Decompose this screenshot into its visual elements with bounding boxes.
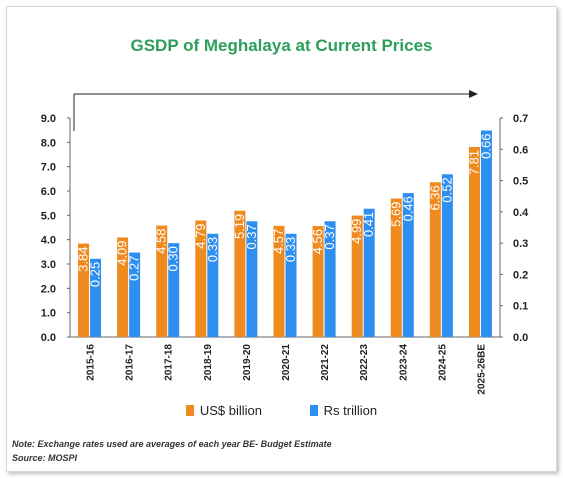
category-label: 2020-21: [281, 344, 292, 381]
left-tick-label: 8.0: [41, 137, 56, 149]
data-label-rs: 0.30: [166, 246, 181, 271]
data-label-usd: 4.58: [154, 229, 169, 254]
chart-legend: US$ billion Rs trillion: [0, 403, 563, 419]
category-label: 2023-24: [398, 344, 409, 381]
data-label-rs: 0.46: [400, 196, 415, 221]
bar-usd-2023-24: [390, 198, 402, 337]
bar-rs-2017-18: [168, 243, 180, 337]
right-tick-label: 0.3: [513, 238, 528, 250]
category-label: 2022-23: [359, 344, 370, 381]
data-label-usd: 7.81: [466, 150, 481, 175]
bar-usd-2025-26BE: [468, 146, 480, 337]
left-tick-label: 5.0: [41, 210, 56, 222]
bar-usd-2018-19: [195, 220, 207, 337]
bar-rs-2022-23: [363, 208, 375, 337]
category-label: 2017-18: [164, 344, 175, 381]
chart-notes: Note: Exchange rates used are averages o…: [12, 437, 332, 465]
bar-rs-2015-16: [90, 258, 102, 337]
bar-usd-2016-17: [117, 237, 129, 337]
data-label-usd: 4.99: [349, 219, 364, 244]
left-tick-label: 0.0: [41, 332, 56, 344]
right-tick-label: 0.1: [513, 301, 528, 313]
left-tick-label: 2.0: [41, 283, 56, 295]
left-tick-label: 9.0: [41, 113, 56, 125]
source-note: Source: MOSPI: [12, 453, 78, 463]
data-label-rs: 0.25: [88, 262, 103, 287]
legend-label-usd: US$ billion: [199, 403, 263, 418]
right-tick-label: 0.2: [513, 269, 528, 281]
left-tick-label: 4.0: [41, 235, 56, 247]
bar-rs-2020-21: [285, 233, 297, 337]
bar-usd-2022-23: [351, 215, 363, 337]
bar-rs-2024-25: [441, 174, 453, 337]
legend-item-rs: Rs trillion: [309, 403, 378, 418]
bar-rs-2025-26BE: [480, 130, 492, 337]
data-label-usd: 5.19: [232, 214, 247, 239]
data-label-rs: 0.52: [439, 177, 454, 202]
right-tick-label: 0.0: [513, 332, 528, 344]
category-label: 2018-19: [203, 344, 214, 381]
category-label: 2024-25: [437, 344, 448, 381]
bar-rs-2018-19: [207, 233, 219, 337]
data-label-rs: 0.27: [127, 256, 142, 281]
bar-usd-2021-22: [312, 226, 324, 337]
bar-rs-2023-24: [402, 193, 414, 337]
right-tick-label: 0.4: [513, 207, 529, 219]
data-label-usd: 4.09: [115, 240, 130, 265]
bar-usd-2015-16: [78, 243, 90, 337]
data-label-usd: 3.84: [76, 247, 91, 272]
bar-usd-2017-18: [156, 225, 168, 337]
data-label-rs: 0.33: [205, 237, 220, 262]
category-label: 2015-16: [86, 344, 97, 381]
bar-rs-2021-22: [324, 221, 336, 337]
right-tick-label: 0.7: [513, 113, 528, 125]
bar-rs-2016-17: [129, 252, 141, 337]
bar-rs-2019-20: [246, 221, 258, 337]
legend-item-usd: US$ billion: [185, 403, 263, 418]
data-label-rs: 0.37: [244, 224, 259, 249]
legend-swatch-rs: [309, 405, 318, 416]
left-tick-label: 7.0: [41, 162, 56, 174]
data-label-usd: 4.79: [193, 223, 208, 248]
category-label: 2025-26BE: [476, 344, 487, 395]
legend-swatch-usd: [185, 405, 194, 416]
category-label: 2021-22: [320, 344, 331, 381]
left-tick-label: 6.0: [41, 186, 56, 198]
legend-label-rs: Rs trillion: [323, 403, 378, 418]
data-label-usd: 5.69: [388, 202, 403, 227]
right-tick-label: 0.6: [513, 144, 528, 156]
bar-usd-2019-20: [234, 210, 246, 337]
data-label-rs: 0.33: [283, 237, 298, 262]
chart-title: GSDP of Meghalaya at Current Prices: [130, 36, 433, 55]
left-tick-label: 3.0: [41, 259, 56, 271]
left-tick-label: 1.0: [41, 308, 56, 320]
exchange-rate-note: Note: Exchange rates used are averages o…: [12, 439, 332, 449]
data-label-rs: 0.41: [361, 212, 376, 237]
trend-arrow-head: [469, 90, 478, 98]
category-label: 2016-17: [125, 344, 136, 381]
bar-usd-2024-25: [429, 182, 441, 337]
data-label-rs: 0.37: [322, 224, 337, 249]
right-tick-label: 0.5: [513, 176, 528, 188]
category-label: 2019-20: [242, 344, 253, 381]
data-label-usd: 6.36: [427, 185, 442, 210]
data-label-usd: 4.57: [271, 229, 286, 254]
data-label-usd: 4.56: [310, 229, 325, 254]
data-label-rs: 0.66: [478, 134, 493, 159]
bar-usd-2020-21: [273, 225, 285, 337]
